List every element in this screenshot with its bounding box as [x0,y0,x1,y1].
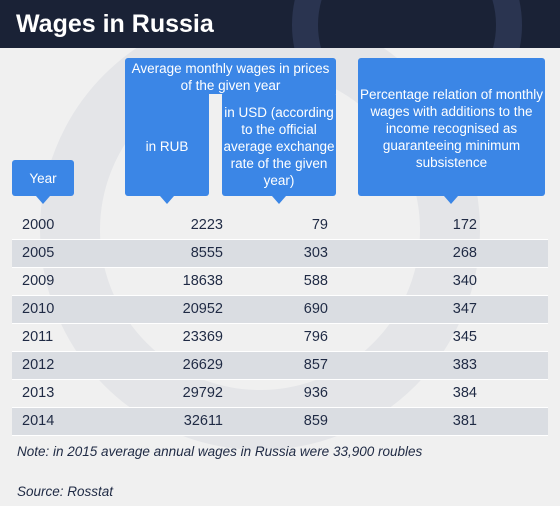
year-cell: 2011 [22,329,54,345]
rub-cell: 32611 [183,413,223,429]
usd-cell: 690 [303,301,328,317]
year-cell: 2013 [22,385,55,401]
header-average-monthly-wages: Average monthly wages in prices of the g… [125,58,336,94]
pct-cell: 383 [452,357,477,373]
table-row: 2013 29792 936 384 [12,380,548,408]
footnote: Note: in 2015 average annual wages in Ru… [17,444,423,459]
year-cell: 2010 [22,301,55,317]
data-table: 2000 2223 79 172 2005 8555 303 268 2009 18638 588 3… [12,212,548,436]
pct-cell: 384 [452,385,477,401]
header-percentage-relation: Percentage relation of monthly wages wit… [358,58,545,196]
source-line: Source: Rosstat [17,484,114,499]
table-row: 2010 20952 690 347 [12,296,548,324]
header-in-usd: in USD (according to the official averag… [222,92,336,196]
rub-cell: 20952 [182,301,223,317]
table-row: 2012 26629 857 383 [12,352,548,380]
header-rub-pointer [160,196,174,204]
table-row: 2014 32611 859 381 [12,408,548,436]
table-row: 2005 8555 303 268 [12,240,548,268]
usd-cell: 857 [303,357,328,373]
pct-cell: 345 [452,329,477,345]
usd-cell: 796 [303,329,328,345]
header-usd-pointer [272,196,286,204]
pct-cell: 268 [452,245,477,261]
title-bar: Wages in Russia [0,0,560,48]
rub-cell: 26629 [182,357,223,373]
year-cell: 2012 [22,357,55,373]
page-title: Wages in Russia [16,10,214,38]
rub-cell: 2223 [190,217,223,233]
pct-cell: 340 [452,273,477,289]
rub-cell: 29792 [182,385,223,401]
header-year-pointer [36,196,50,204]
year-cell: 2000 [22,217,55,233]
table-row: 2009 18638 588 340 [12,268,548,296]
usd-cell: 303 [303,245,328,261]
rub-cell: 23369 [182,329,223,345]
pct-cell: 381 [452,413,477,429]
header-in-rub: in RUB [125,92,209,196]
pct-cell: 172 [452,217,477,233]
rub-cell: 18638 [182,273,223,289]
table-row: 2011 23369 796 345 [12,324,548,352]
pct-cell: 347 [452,301,477,317]
rub-cell: 8555 [190,245,223,261]
usd-cell: 859 [303,413,328,429]
header-pct-pointer [444,196,458,204]
title-ring-decoration [292,0,522,48]
usd-cell: 79 [311,217,328,233]
table-row: 2000 2223 79 172 [12,212,548,240]
year-cell: 2005 [22,245,55,261]
year-cell: 2009 [22,273,55,289]
header-year: Year [12,160,74,196]
usd-cell: 588 [303,273,328,289]
usd-cell: 936 [303,385,328,401]
year-cell: 2014 [22,413,55,429]
